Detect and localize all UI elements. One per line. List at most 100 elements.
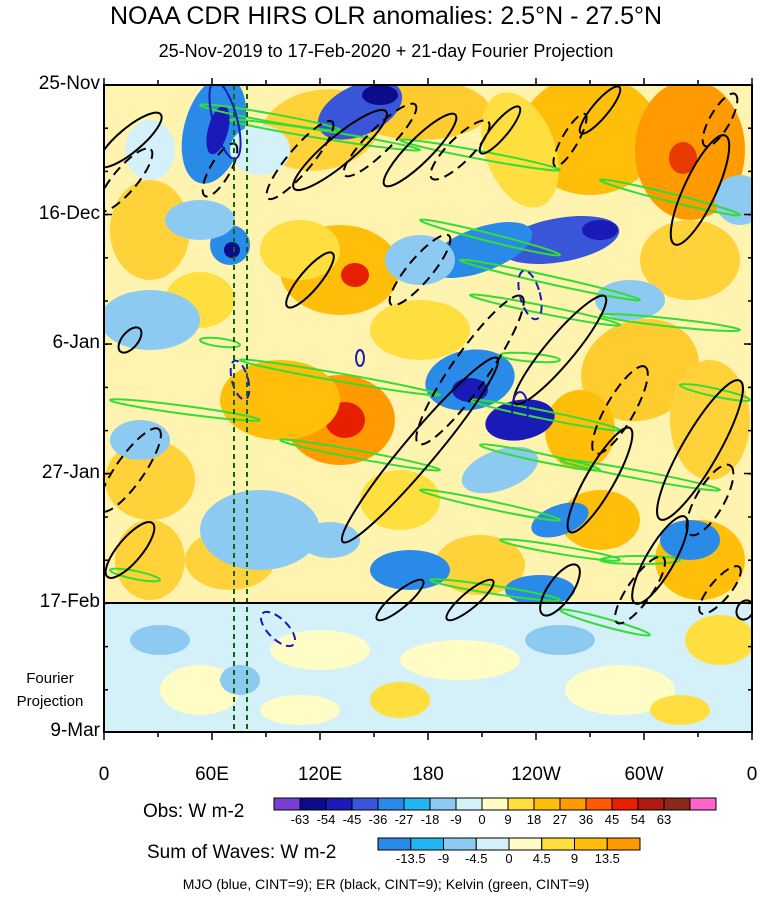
kelvin-contour	[598, 178, 742, 217]
anomaly-patch	[224, 242, 240, 258]
kelvin-contour	[598, 313, 742, 332]
er-contour	[104, 147, 154, 213]
obs-colorbar	[273, 797, 717, 811]
anomaly-patch	[110, 420, 170, 460]
er-contour	[340, 356, 500, 544]
er-contour	[539, 563, 581, 617]
colorbar-tick-label: 63	[656, 812, 672, 827]
colorbar-tick-label: 45	[604, 812, 620, 827]
colorbar-tick-label: -13.5	[395, 851, 426, 866]
anomaly-patch	[165, 200, 235, 240]
projection-label: Fourier	[26, 670, 74, 687]
projection-patch	[220, 665, 260, 695]
y-tick-label: 9-Mar	[50, 720, 100, 741]
chart-subtitle: 25-Nov-2019 to 17-Feb-2020 + 21-day Four…	[158, 41, 614, 61]
obs-anomaly-field	[104, 85, 752, 603]
anomaly-patch	[640, 220, 740, 300]
colorbar-tick-label: 36	[578, 812, 594, 827]
mjo-contour	[511, 391, 529, 429]
colorbar-swatch	[574, 837, 608, 851]
projection-patch	[370, 682, 430, 718]
anomaly-patch	[110, 180, 190, 280]
er-contour	[512, 294, 608, 406]
er-wave-contours	[104, 85, 752, 625]
er-contour	[566, 426, 634, 534]
projection-patch	[400, 640, 520, 680]
colorbar-swatch	[606, 837, 641, 851]
colorbar-swatch	[429, 797, 457, 811]
anomaly-patch	[670, 360, 750, 480]
er-contour	[478, 105, 522, 155]
colorbar-swatch	[299, 797, 327, 811]
anomaly-patch	[715, 175, 752, 225]
colorbar-tick-label: 4.5	[532, 851, 551, 866]
er-contour	[388, 233, 452, 307]
mjo-contour	[259, 610, 297, 648]
colorbar-swatch	[637, 797, 665, 811]
er-contour	[285, 251, 335, 309]
colorbar-swatch	[377, 797, 405, 811]
colorbar-swatch	[403, 797, 431, 811]
colorbar-tick-label: 9	[504, 812, 512, 827]
anomaly-patch	[105, 440, 195, 520]
colorbar-tick-label: 9	[570, 851, 579, 866]
colorbar-tick-label: -18	[420, 812, 440, 827]
colorbar-swatch	[507, 797, 535, 811]
anomaly-patch	[461, 446, 539, 494]
kelvin-contour	[478, 443, 602, 472]
anomaly-patch	[370, 300, 470, 360]
mjo-contour	[517, 269, 543, 321]
y-tick-label: 6-Jan	[52, 332, 100, 353]
projection-label: Projection	[16, 693, 84, 710]
colorbar-tick-label: -4.5	[465, 851, 488, 866]
anomaly-patch	[220, 360, 340, 440]
colorbar-tick-label: 0	[478, 812, 486, 827]
anomaly-patch	[230, 125, 290, 175]
kelvin-contour	[198, 336, 242, 349]
anomaly-patch	[260, 220, 340, 280]
kelvin-contour	[678, 383, 752, 402]
anomaly-patch	[481, 92, 559, 208]
kelvin-contour	[428, 578, 562, 602]
colorbar-tick-label: 0	[505, 851, 513, 866]
kelvin-contour	[458, 258, 642, 302]
colorbar-swatch	[351, 797, 379, 811]
kelvin-contour	[398, 138, 562, 172]
x-tick-label: 120W	[511, 764, 561, 785]
er-contour	[656, 379, 744, 521]
anomaly-patch	[362, 85, 398, 105]
er-contour	[201, 142, 239, 198]
er-contour	[265, 119, 335, 201]
colorbar-tick-label: 13.5	[594, 851, 620, 866]
kelvin-contour	[108, 567, 162, 583]
colorbar-tick-label: -9	[437, 851, 450, 866]
colorbar-swatch	[377, 837, 412, 851]
x-tick-label: 0	[98, 764, 110, 785]
kelvin-contour	[558, 608, 652, 637]
er-contour	[104, 111, 163, 169]
anomaly-patch	[115, 520, 185, 600]
colorbar-tick-label: 27	[552, 812, 568, 827]
anomaly-patch	[582, 220, 618, 240]
axis-ticks	[103, 78, 753, 740]
colorbar-swatch	[585, 797, 613, 811]
projection-patch	[650, 695, 710, 725]
colorbar-swatch	[443, 837, 477, 851]
kelvin-contour	[498, 351, 562, 364]
er-contour	[117, 326, 143, 354]
kelvin-wave-contours	[108, 103, 752, 637]
kelvin-contour	[238, 358, 442, 397]
x-tick-label: 180	[412, 764, 444, 785]
projection-patch	[565, 665, 675, 715]
kelvin-contour	[418, 488, 562, 522]
y-tick-label: 25-Nov	[38, 73, 100, 94]
anomaly-patch	[545, 390, 615, 470]
anomaly-patch	[200, 490, 320, 570]
projection-patch	[525, 625, 595, 655]
colorbar-swatch	[325, 797, 353, 811]
colorbar-swatch	[481, 797, 509, 811]
kelvin-contour	[418, 218, 562, 257]
er-contour	[578, 85, 622, 135]
obs-colorbar-title: Obs: W m-2	[143, 801, 245, 822]
kelvin-contour	[228, 118, 422, 152]
